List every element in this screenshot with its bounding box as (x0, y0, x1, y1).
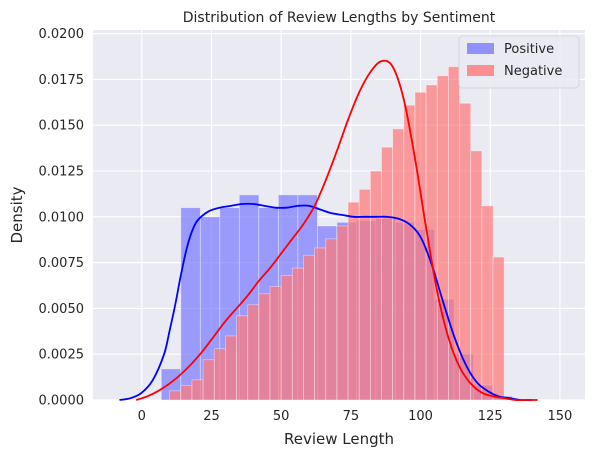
chart-title: Distribution of Review Lengths by Sentim… (183, 10, 496, 26)
y-tick-label: 0.0100 (39, 210, 85, 225)
negative-bar (325, 238, 338, 401)
negative-bar (202, 359, 215, 401)
legend-swatch-negative (467, 65, 494, 76)
legend: Positive Negative (458, 35, 580, 89)
kde-lines (119, 59, 538, 402)
x-tick-label: 25 (203, 409, 220, 424)
tick-labels: 0 25 50 75 100 125 150 0.0000 0.0025 0.0050 0.0075… (39, 27, 573, 424)
negative-bar (492, 256, 505, 401)
y-axis-label: Density (8, 186, 26, 243)
negative-bar (191, 379, 204, 401)
y-tick-label: 0.0200 (39, 27, 85, 42)
negative-bar (448, 66, 460, 401)
positive-kde-line (119, 202, 533, 402)
x-axis-label: Review Length (284, 430, 394, 448)
histogram-bars (160, 66, 513, 401)
x-tick-label: 150 (547, 409, 572, 424)
y-tick-label: 0.0050 (39, 302, 85, 317)
legend-label-negative: Negative (504, 64, 562, 79)
y-tick-label: 0.0075 (39, 256, 85, 271)
x-tick-label: 75 (343, 409, 360, 424)
y-tick-label: 0.0125 (39, 165, 85, 180)
negative-bar (258, 293, 271, 401)
negative-kde-line (135, 59, 538, 402)
y-tick-label: 0.0000 (39, 394, 85, 409)
negative-bar (225, 335, 237, 401)
negative-bar (392, 128, 405, 401)
negative-bar (180, 384, 193, 401)
negative-bar (247, 304, 260, 401)
negative-bar (470, 150, 483, 401)
x-tick-label: 50 (273, 409, 290, 424)
negative-bar (236, 315, 249, 401)
negative-bar (347, 201, 360, 401)
negative-bar (381, 146, 394, 401)
negative-bar (369, 170, 382, 401)
y-tick-label: 0.0025 (39, 348, 85, 363)
negative-bar (303, 254, 316, 401)
x-tick-label: 0 (138, 409, 146, 424)
negative-bar (280, 275, 293, 401)
y-tick-label: 0.0175 (39, 73, 85, 88)
negative-bar (436, 75, 449, 401)
negative-bar (269, 286, 282, 401)
negative-bar (358, 188, 371, 401)
x-tick-label: 100 (408, 409, 433, 424)
x-tick-label: 125 (478, 409, 503, 424)
negative-bar (336, 225, 349, 401)
legend-label-positive: Positive (504, 42, 554, 57)
negative-bar (213, 348, 226, 401)
negative-bar (481, 205, 494, 401)
legend-swatch-positive (467, 43, 494, 54)
negative-bar (169, 390, 182, 401)
negative-bar (291, 267, 304, 401)
y-tick-label: 0.0150 (39, 119, 85, 134)
negative-bar (314, 247, 327, 401)
